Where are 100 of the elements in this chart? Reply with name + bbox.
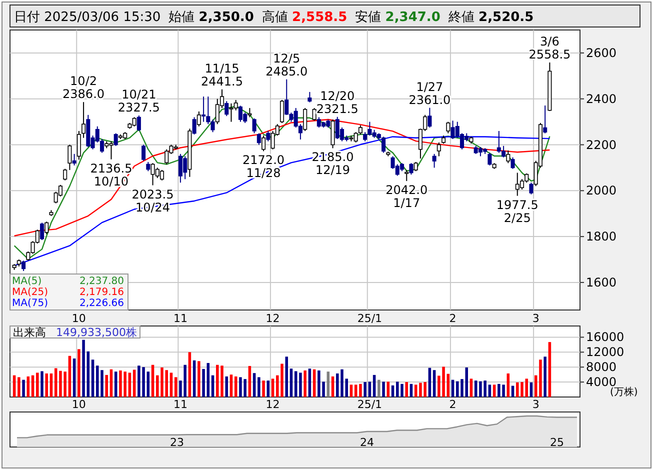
bar (114, 372, 118, 397)
bar (548, 342, 552, 397)
bar (91, 360, 94, 397)
bar (22, 380, 25, 397)
annotation: 2185.0 12/19 (312, 150, 354, 178)
x-tick-label: 25/1 (357, 312, 382, 325)
text: 安値 2,347.0 (355, 9, 440, 25)
bar (266, 380, 270, 397)
bar (304, 370, 306, 397)
annotation: 3/6 2558.5 (528, 34, 571, 62)
text: 終値 2,520.5 (447, 10, 534, 25)
bar (230, 374, 233, 397)
bar (359, 384, 362, 397)
annotation: 2,237.80 (79, 276, 124, 287)
x-tick-label: 24 (360, 436, 374, 449)
bar (78, 349, 80, 397)
bar (414, 384, 418, 397)
bar (539, 360, 542, 397)
x-tick-label: 2 (449, 312, 456, 325)
y-axis-title: (万株) (610, 386, 638, 398)
bar (192, 360, 196, 397)
y-tick-label: 1600 (586, 275, 617, 290)
bar (86, 351, 90, 397)
chart-title: 出来高 (13, 326, 46, 339)
bar (428, 368, 432, 397)
annotation: 10/21 2327.5 (118, 87, 160, 114)
annotation: 1977.5 2/25 (496, 198, 538, 225)
y-tick-label: 16000 (586, 330, 624, 344)
y-tick-label: 2200 (586, 138, 617, 152)
bar (198, 361, 200, 397)
bar (202, 368, 205, 397)
bar (110, 369, 113, 397)
y-tick-label: 12000 (586, 345, 624, 360)
y-tick-label: 2600 (586, 46, 617, 60)
bar (40, 371, 44, 397)
bar (45, 373, 48, 397)
bar (405, 382, 408, 397)
x-tick-label: 3 (532, 398, 540, 411)
bar (285, 356, 288, 397)
bar (290, 368, 293, 397)
bar (474, 380, 478, 397)
bar (36, 372, 39, 397)
chart-title: 日付 2025/03/06 15:30 (14, 10, 161, 25)
x-tick-label: 12 (266, 312, 280, 325)
y-tick-label: 1800 (586, 230, 617, 244)
legend: MA(5) 2,237.80 MA(25) 2,179.16 MA(75) 2,226.66 (10, 274, 128, 310)
bar (312, 369, 316, 397)
bar (364, 382, 366, 397)
bar (386, 382, 390, 397)
bar (331, 376, 334, 397)
annotation: 2042.0 1/17 (386, 183, 428, 210)
annotation: 10/2 2386.0 (62, 74, 105, 102)
x-tick-label: 11 (173, 398, 188, 411)
bar (391, 385, 394, 397)
bar (294, 371, 298, 397)
y-tick-label: 2400 (586, 92, 617, 106)
bar (350, 384, 353, 397)
bar (492, 384, 496, 397)
bar (382, 382, 385, 397)
x-tick-label: 12 (266, 398, 280, 411)
x-tick-label: 10 (72, 312, 86, 325)
bar (326, 372, 330, 397)
annotation: 12/20 2321.5 (316, 88, 358, 116)
bar (206, 362, 210, 397)
x-tick-label: 23 (170, 436, 184, 449)
bar (432, 370, 436, 397)
bar (18, 377, 20, 397)
y-tick-label: 8000 (586, 360, 617, 374)
bar (368, 382, 372, 397)
bar (132, 370, 136, 397)
bar (234, 376, 238, 397)
x-tick-label: 3 (532, 312, 540, 325)
annotation: 12/5 2485.0 (266, 51, 308, 78)
bar (262, 380, 265, 397)
bar (308, 368, 312, 397)
bar (82, 340, 85, 397)
bar (225, 376, 228, 397)
bar (105, 374, 108, 397)
bar (211, 375, 214, 397)
annotation: 2,179.16 (79, 287, 124, 298)
bar (258, 377, 260, 397)
bar (72, 358, 76, 397)
x-tick-label: 2 (449, 398, 456, 411)
annotation: 1/27 2361.0 (408, 80, 451, 107)
bar (378, 380, 380, 397)
text: 高値 2,558.5 (262, 9, 348, 25)
bar (470, 378, 473, 397)
text: 始値 2,350.0 (168, 10, 254, 25)
bar (54, 368, 58, 397)
bar (146, 372, 150, 397)
x-tick-label: 10 (72, 398, 86, 411)
x-tick-label: 25 (550, 436, 564, 449)
bar (299, 372, 302, 397)
bar (354, 384, 358, 397)
annotation: 11/15 2441.5 (201, 61, 243, 88)
chart-subtitle: 149,933,500株 (56, 326, 137, 339)
bar (12, 375, 16, 397)
bar (488, 384, 492, 397)
bar (174, 377, 178, 397)
bar (128, 372, 132, 397)
